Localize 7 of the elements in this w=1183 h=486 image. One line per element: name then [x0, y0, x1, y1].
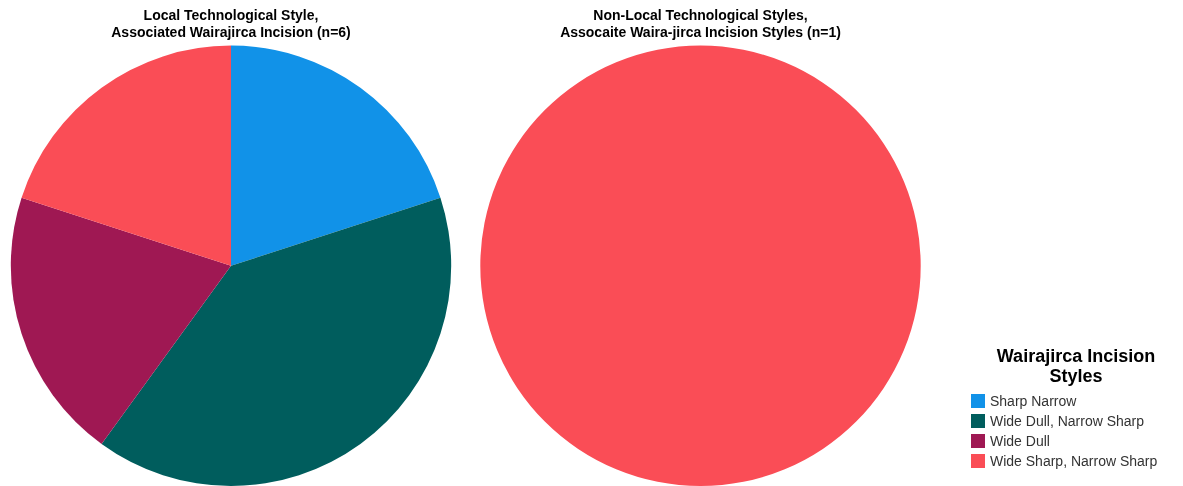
chart-title: Non-Local Technological Styles, Assocaite Waira-jirca Incision Styles (n=1) [560, 7, 841, 41]
legend-title: Wairajirca Incision Styles [995, 346, 1157, 386]
legend-label: Wide Dull [990, 432, 1050, 450]
legend-label: Wide Dull, Narrow Sharp [990, 412, 1145, 430]
legend-label: Sharp Narrow [990, 392, 1077, 410]
chart-title: Local Technological Style, Associated Wairajirca Incision (n=6) [111, 7, 351, 41]
legend-label: Wide Sharp, Narrow Sharp [990, 452, 1158, 470]
